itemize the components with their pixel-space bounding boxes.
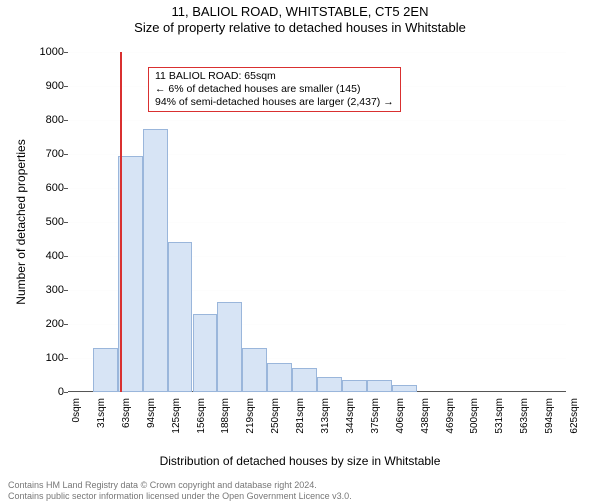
reference-line (120, 52, 122, 392)
x-tick-label: 531sqm (494, 398, 505, 434)
x-tick-label: 0sqm (71, 398, 82, 422)
gridline (68, 52, 566, 53)
histogram-bar (193, 314, 218, 392)
gridline (68, 120, 566, 121)
y-tick-mark (64, 188, 68, 189)
y-tick-mark (64, 358, 68, 359)
x-tick-label: 594sqm (544, 398, 555, 434)
y-tick-mark (64, 392, 68, 393)
x-tick-label: 375sqm (370, 398, 381, 434)
y-tick-label: 400 (4, 250, 64, 262)
histogram-bar (342, 380, 367, 392)
histogram-bar (292, 368, 317, 392)
y-tick-mark (64, 222, 68, 223)
histogram-bar (317, 377, 342, 392)
histogram-bar (93, 348, 118, 392)
x-tick-label: 344sqm (345, 398, 356, 434)
y-tick-label: 900 (4, 80, 64, 92)
x-tick-label: 469sqm (445, 398, 456, 434)
x-tick-label: 219sqm (245, 398, 256, 434)
x-tick-label: 438sqm (420, 398, 431, 434)
y-tick-label: 200 (4, 318, 64, 330)
footer-line-1: Contains HM Land Registry data © Crown c… (8, 480, 592, 491)
x-axis-title: Distribution of detached houses by size … (0, 454, 600, 468)
y-tick-label: 0 (4, 386, 64, 398)
x-tick-label: 563sqm (519, 398, 530, 434)
y-tick-label: 800 (4, 114, 64, 126)
y-tick-mark (64, 86, 68, 87)
histogram-bar (168, 242, 193, 392)
histogram-bar (217, 302, 242, 392)
footer-attribution: Contains HM Land Registry data © Crown c… (8, 480, 592, 502)
y-tick-label: 100 (4, 352, 64, 364)
x-tick-label: 125sqm (171, 398, 182, 434)
x-tick-label: 31sqm (96, 398, 107, 428)
x-tick-label: 281sqm (295, 398, 306, 434)
annotation-line: 94% of semi-detached houses are larger (… (155, 96, 394, 109)
y-tick-label: 300 (4, 284, 64, 296)
chart-container: Number of detached properties 11 BALIOL … (0, 42, 600, 442)
page-title-address: 11, BALIOL ROAD, WHITSTABLE, CT5 2EN (0, 4, 600, 19)
plot-area: 11 BALIOL ROAD: 65sqm← 6% of detached ho… (68, 52, 566, 392)
histogram-bar (267, 363, 292, 392)
footer-line-2: Contains public sector information licen… (8, 491, 592, 502)
x-tick-label: 156sqm (196, 398, 207, 434)
y-tick-mark (64, 290, 68, 291)
x-tick-label: 625sqm (569, 398, 580, 434)
y-tick-mark (64, 154, 68, 155)
x-tick-label: 406sqm (395, 398, 406, 434)
histogram-bar (143, 129, 168, 393)
x-tick-label: 63sqm (121, 398, 132, 428)
y-tick-label: 500 (4, 216, 64, 228)
y-tick-mark (64, 52, 68, 53)
x-tick-label: 500sqm (469, 398, 480, 434)
annotation-line: ← 6% of detached houses are smaller (145… (155, 83, 394, 96)
page-title-subtitle: Size of property relative to detached ho… (0, 20, 600, 35)
y-tick-label: 1000 (4, 46, 64, 58)
histogram-bar (392, 385, 417, 392)
histogram-bar (367, 380, 392, 392)
x-tick-label: 250sqm (270, 398, 281, 434)
x-tick-label: 94sqm (146, 398, 157, 428)
x-tick-label: 313sqm (320, 398, 331, 434)
y-tick-mark (64, 256, 68, 257)
y-tick-label: 700 (4, 148, 64, 160)
annotation-line: 11 BALIOL ROAD: 65sqm (155, 70, 394, 83)
y-tick-mark (64, 120, 68, 121)
gridline (68, 392, 566, 393)
x-tick-label: 188sqm (220, 398, 231, 434)
histogram-bar (242, 348, 267, 392)
annotation-box: 11 BALIOL ROAD: 65sqm← 6% of detached ho… (148, 67, 401, 112)
y-tick-mark (64, 324, 68, 325)
y-tick-label: 600 (4, 182, 64, 194)
